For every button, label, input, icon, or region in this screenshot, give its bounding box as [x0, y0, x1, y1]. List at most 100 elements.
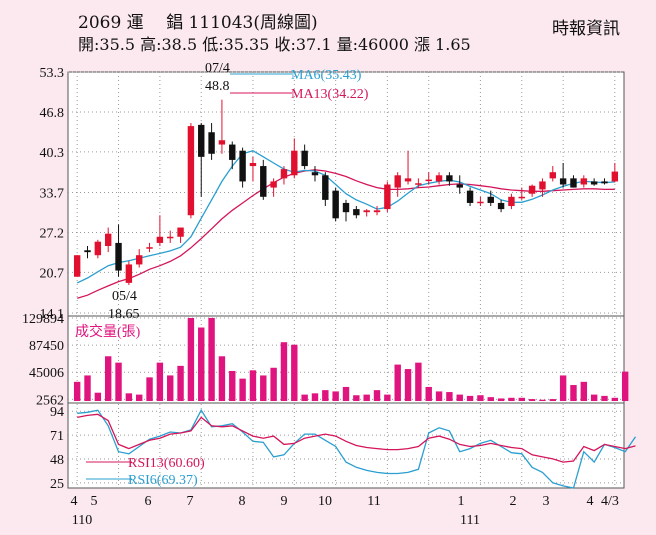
volume-bar — [528, 399, 536, 401]
candle-body — [404, 178, 412, 182]
ma6-line — [76, 149, 615, 284]
rsi13-legend: RSI13(60.60) — [128, 456, 205, 471]
volume-bar — [384, 394, 391, 401]
volume-bar — [425, 386, 432, 401]
volume-bar — [229, 370, 236, 401]
candle-body — [177, 227, 184, 237]
y-tick-label: 33.7 — [40, 187, 65, 202]
candle-body — [84, 250, 91, 253]
volume-bar — [249, 370, 257, 401]
candle-body — [146, 247, 153, 249]
candle-body — [549, 172, 556, 179]
volume-tick-label: 45006 — [29, 366, 64, 381]
candle-body — [301, 150, 308, 167]
x-tick-label: 4 — [71, 494, 78, 509]
volume-bar — [73, 381, 81, 401]
x-tick-label: 9 — [281, 494, 288, 509]
volume-bar — [146, 377, 153, 401]
candle-body — [94, 241, 102, 256]
x-year-label: 111 — [460, 513, 480, 528]
volume-bar — [301, 394, 308, 401]
volume-bar — [94, 392, 102, 401]
volume-bar — [580, 381, 588, 401]
rsi-tick-label: 48 — [50, 453, 64, 468]
volume-bar — [156, 362, 164, 401]
volume-bar — [559, 375, 567, 401]
candle-body — [260, 166, 267, 197]
volume-bar — [601, 395, 608, 401]
plot-frame — [67, 71, 625, 489]
volume-bar — [136, 394, 143, 401]
volume-bar — [539, 399, 546, 401]
x-tick-label: 6 — [145, 494, 152, 509]
candle-body — [73, 255, 81, 277]
candle-body — [487, 196, 494, 203]
candle-body — [528, 185, 536, 194]
rsi13-line — [77, 413, 636, 463]
volume-bar — [311, 393, 319, 401]
source-label: 時報資訊 — [552, 19, 620, 39]
volume-bar — [218, 356, 226, 401]
volume-bar — [353, 395, 360, 401]
high-date-label: 07/4 — [205, 61, 230, 76]
x-tick-label: 10 — [318, 494, 332, 509]
rsi6-line — [77, 408, 637, 489]
candle-body — [104, 233, 112, 246]
candle-body — [384, 184, 391, 210]
candle-body — [590, 181, 598, 185]
volume-bar — [363, 394, 370, 401]
volume-bar — [198, 327, 205, 401]
y-tick-label: 20.7 — [40, 266, 65, 281]
volume-bar — [322, 390, 329, 401]
volume-bar — [104, 356, 112, 401]
candle-body — [518, 196, 525, 199]
candle-body — [466, 190, 474, 203]
x-tick-label: 2 — [510, 494, 517, 509]
y-tick-label: 27.2 — [40, 226, 65, 241]
x-year-label: 110 — [72, 513, 92, 528]
volume-bar — [167, 375, 174, 401]
candle-body — [167, 236, 174, 239]
candle-body — [508, 196, 515, 207]
volume-bar — [477, 395, 484, 401]
candle-body — [239, 150, 246, 182]
x-tick-label: 4/3 — [601, 494, 619, 509]
volume-bar — [590, 394, 598, 401]
candle-body — [311, 172, 319, 176]
volume-bar — [280, 342, 288, 401]
x-tick-label: 4 — [587, 494, 594, 509]
volume-bar — [125, 393, 133, 401]
candle-body — [373, 210, 381, 213]
candle-body — [342, 202, 350, 213]
high-value-label: 48.8 — [205, 79, 230, 94]
volume-bar — [611, 397, 619, 401]
volume-bar — [415, 362, 422, 401]
candle-body — [446, 175, 453, 182]
volume-bar — [456, 394, 463, 401]
volume-bar — [270, 367, 277, 401]
x-tick-label: 3 — [543, 494, 550, 509]
candle-body — [229, 144, 236, 160]
y-tick-label: 14.1 — [40, 307, 65, 322]
volume-bar — [260, 375, 267, 401]
rsi6-legend: RSI6(69.37) — [128, 473, 198, 488]
candle-body — [187, 126, 195, 216]
candle-body — [208, 132, 215, 154]
y-tick-label: 40.3 — [40, 146, 65, 161]
candle-body — [363, 210, 370, 213]
volume-bar — [497, 398, 505, 401]
candle-body — [559, 178, 567, 185]
rsi-tick-label: 71 — [50, 429, 64, 444]
candle-body — [394, 175, 401, 188]
volume-bar — [487, 397, 494, 401]
volume-bar — [342, 386, 350, 401]
candle-body — [497, 202, 505, 210]
volume-bar — [435, 391, 443, 401]
candle-body — [570, 178, 577, 188]
y-tick-label: 53.3 — [40, 66, 65, 81]
candle-body — [249, 162, 257, 167]
candle-body — [322, 175, 329, 200]
volume-bar — [239, 378, 246, 401]
candle-body — [415, 183, 422, 185]
ma13-line — [77, 169, 615, 299]
